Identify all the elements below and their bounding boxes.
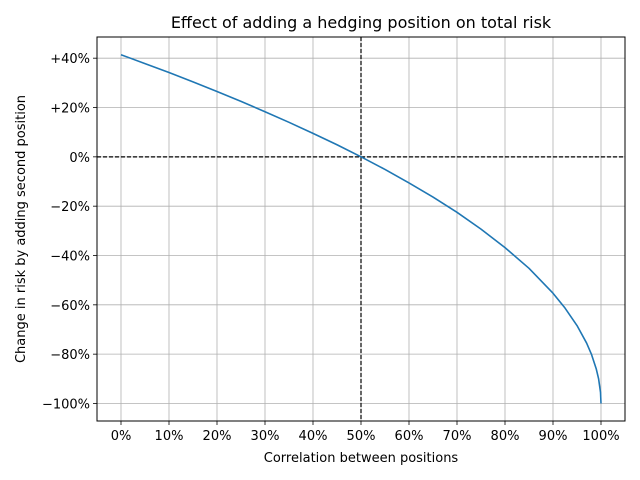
y-tick-label: −100% xyxy=(42,397,90,412)
x-tick-label: 80% xyxy=(491,429,520,444)
series-layer xyxy=(120,53,602,404)
y-axis: −100% −80% −60% −40% −20% 0% +20% +40% xyxy=(42,52,97,412)
x-tick-label: 30% xyxy=(251,429,280,444)
x-tick-label: 70% xyxy=(443,429,472,444)
y-tick-label: 0% xyxy=(69,151,90,166)
x-axis: 0% 10% 20% 30% 40% 50% 60% 70% 80% 90% 100% xyxy=(111,421,620,444)
x-tick-label: 20% xyxy=(203,429,232,444)
x-tick-label: 10% xyxy=(155,429,184,444)
y-tick-label: +40% xyxy=(50,52,90,67)
series-line xyxy=(120,53,602,404)
x-tick-label: 60% xyxy=(395,429,424,444)
chart-title: Effect of adding a hedging position on t… xyxy=(171,13,552,32)
y-tick-label: −40% xyxy=(50,250,90,265)
y-tick-label: −60% xyxy=(50,299,90,314)
y-tick-label: +20% xyxy=(50,102,90,117)
y-tick-label: −20% xyxy=(50,200,90,215)
x-axis-label: Correlation between positions xyxy=(264,451,459,466)
x-tick-label: 40% xyxy=(299,429,328,444)
x-tick-label: 100% xyxy=(582,429,619,444)
x-tick-label: 50% xyxy=(347,429,376,444)
y-axis-label: Change in risk by adding second position xyxy=(14,95,29,363)
x-tick-label: 90% xyxy=(539,429,568,444)
y-tick-label: −80% xyxy=(50,348,90,363)
x-tick-label: 0% xyxy=(111,429,132,444)
